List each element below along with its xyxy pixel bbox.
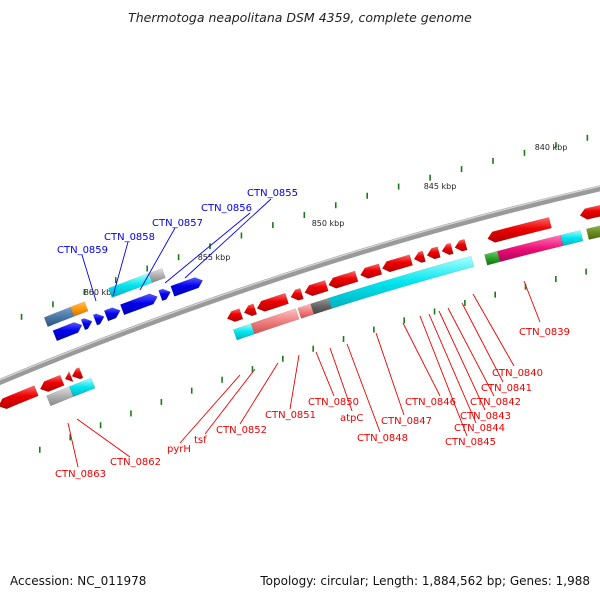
reverse-gene-arrow[interactable] (256, 292, 289, 312)
forward-gene-arrow[interactable] (52, 322, 83, 342)
reverse-gene-arrow[interactable] (441, 242, 454, 256)
feature-bar[interactable] (586, 224, 600, 240)
gene-label-ctn-0843[interactable]: CTN_0843 (460, 411, 511, 422)
gene-label-atpc[interactable]: atpC (340, 413, 363, 424)
gene-label-ctn-0842[interactable]: CTN_0842 (470, 397, 521, 408)
reverse-gene-arrow[interactable] (304, 280, 329, 297)
reverse-gene-arrow[interactable] (71, 367, 84, 380)
scale-label-860: 860 kbp (84, 288, 117, 297)
feature-bar[interactable] (148, 268, 166, 283)
reverse-gene-arrow[interactable] (360, 263, 383, 279)
reverse-gene-arrow[interactable] (64, 371, 74, 383)
reverse-gene-arrow[interactable] (39, 374, 65, 392)
reverse-gene-arrow[interactable] (328, 270, 359, 289)
scale-label-845: 845 kbp (424, 182, 457, 191)
scale-label-850: 850 kbp (312, 219, 345, 228)
gene-label-tsf[interactable]: tsf (194, 435, 207, 446)
genome-backbone (0, 185, 600, 386)
accession-text: Accession: NC_011978 (10, 574, 146, 588)
scale-label-840: 840 kbp (535, 143, 568, 152)
reverse-gene-arrow[interactable] (454, 239, 468, 252)
reverse-gene-arrow[interactable] (413, 250, 426, 263)
feature-bar[interactable] (69, 377, 96, 398)
gene-label-ctn-0840[interactable]: CTN_0840 (492, 368, 543, 379)
feature-bar[interactable] (497, 234, 564, 263)
gene-label-ctn-0852[interactable]: CTN_0852 (216, 425, 267, 436)
gene-label-ctn-0851[interactable]: CTN_0851 (265, 410, 316, 421)
reverse-gene-arrow[interactable] (579, 204, 600, 220)
gene-label-ctn-0847[interactable]: CTN_0847 (381, 416, 432, 427)
feature-bar[interactable] (328, 255, 475, 309)
reverse-gene-arrow[interactable] (382, 254, 413, 273)
feature-bar[interactable] (43, 306, 75, 328)
reverse-gene-arrow[interactable] (226, 308, 244, 322)
feature-bar[interactable] (310, 297, 332, 315)
scale-ticks (20, 134, 589, 453)
gene-label-ctn-0858[interactable]: CTN_0858 (104, 232, 155, 243)
reverse-gene-arrow[interactable] (243, 303, 258, 317)
map-title: Thermotoga neapolitana DSM 4359, complet… (128, 10, 472, 25)
scale-label-855: 855 kbp (198, 253, 231, 262)
reverse-gene-arrow[interactable] (0, 385, 39, 410)
feature-bar[interactable] (560, 230, 584, 247)
gene-label-ctn-0845[interactable]: CTN_0845 (445, 437, 496, 448)
feature-bar[interactable] (233, 323, 255, 341)
gene-label-ctn-0850[interactable]: CTN_0850 (308, 397, 359, 408)
forward-gene-arrow[interactable] (120, 293, 158, 316)
feature-bar[interactable] (108, 272, 153, 298)
forward-gene-arrow[interactable] (103, 307, 121, 322)
reverse-gene-labels: CTN_0839 CTN_0840 CTN_0841 CTN_0842 CTN_… (55, 327, 570, 480)
reverse-strand-genes (0, 204, 600, 410)
forward-leader-lines (81, 198, 272, 302)
forward-gene-arrow[interactable] (170, 277, 204, 297)
gene-label-ctn-0859[interactable]: CTN_0859 (57, 245, 108, 256)
forward-gene-arrow[interactable] (158, 288, 171, 302)
gene-label-ctn-0844[interactable]: CTN_0844 (454, 423, 505, 434)
forward-gene-labels: CTN_0855 CTN_0856 CTN_0857 CTN_0858 CTN_… (57, 188, 298, 256)
feature-bar[interactable] (70, 301, 89, 317)
gene-label-ctn-0846[interactable]: CTN_0846 (405, 397, 456, 408)
forward-gene-arrow[interactable] (92, 313, 105, 326)
gene-label-ctn-0855[interactable]: CTN_0855 (247, 188, 298, 199)
reverse-gene-arrow[interactable] (426, 246, 441, 260)
feature-bar[interactable] (297, 303, 315, 319)
reverse-gene-arrow[interactable] (290, 288, 304, 301)
forward-strand-genes (43, 268, 204, 342)
feature-track (46, 224, 600, 407)
genome-summary-text: Topology: circular; Length: 1,884,562 bp… (259, 574, 590, 588)
feature-bar[interactable] (250, 308, 300, 335)
gene-label-ctn-0856[interactable]: CTN_0856 (201, 203, 252, 214)
gene-label-ctn-0862[interactable]: CTN_0862 (110, 457, 161, 468)
forward-gene-arrow[interactable] (80, 318, 93, 331)
reverse-leader-lines (67, 280, 541, 468)
gene-label-ctn-0857[interactable]: CTN_0857 (152, 218, 203, 229)
gene-label-pyrh[interactable]: pyrH (167, 444, 191, 455)
gene-label-ctn-0841[interactable]: CTN_0841 (481, 383, 532, 394)
reverse-gene-arrow[interactable] (487, 217, 552, 243)
gene-label-ctn-0839[interactable]: CTN_0839 (519, 327, 570, 338)
gene-label-ctn-0848[interactable]: CTN_0848 (357, 433, 408, 444)
gene-label-ctn-0863[interactable]: CTN_0863 (55, 469, 106, 480)
